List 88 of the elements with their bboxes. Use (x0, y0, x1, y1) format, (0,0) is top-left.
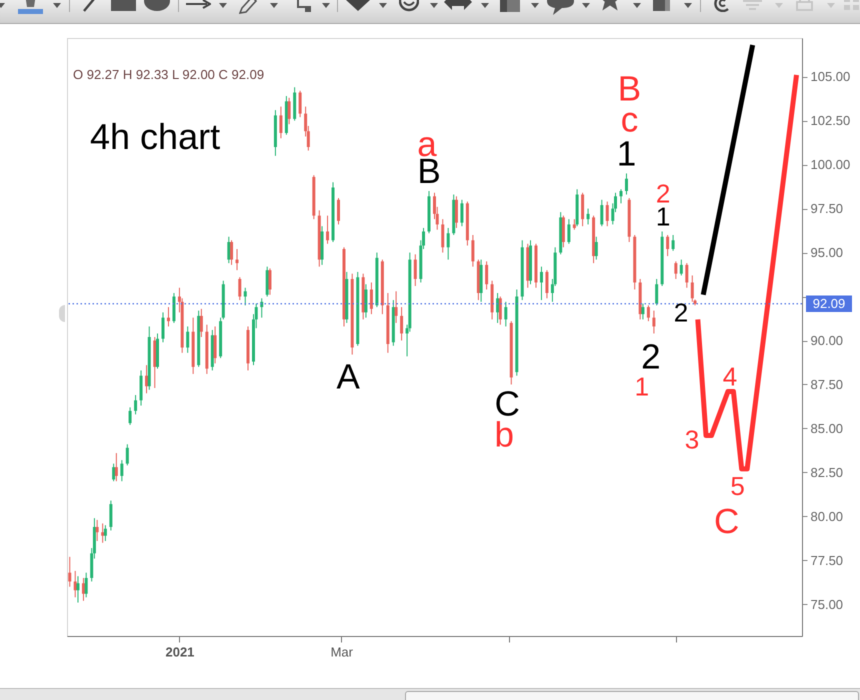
candlestick (567, 218, 570, 244)
candlestick (498, 296, 502, 326)
candlestick (288, 97, 291, 125)
y-tick-label: 102.50 (810, 113, 850, 128)
candlestick (337, 198, 340, 225)
candlestick (485, 260, 488, 290)
text: O 92.27 H 92.33 L 92.00 C 92.09 (73, 67, 264, 82)
candlestick (279, 106, 282, 139)
candlestick (672, 234, 675, 252)
candlestick (84, 572, 88, 598)
candlestick (441, 218, 444, 254)
y-tick-label: 82.50 (810, 464, 844, 480)
candlestick (646, 304, 650, 322)
candlestick (238, 276, 242, 301)
candlestick (298, 90, 302, 118)
annotation: 5 (730, 470, 745, 501)
candlestick (471, 234, 474, 268)
y-tick-label: 75.00 (810, 596, 844, 612)
annotation: 3 (684, 424, 700, 454)
candlestick (134, 394, 138, 415)
candlestick (230, 240, 234, 266)
candlestick (76, 576, 80, 604)
annotation: A (336, 358, 361, 397)
candlestick (600, 199, 604, 227)
text: 4h chart (90, 116, 220, 157)
candlestick (214, 326, 217, 364)
y-tick-label: 80.00 (810, 508, 844, 524)
x-tick-label: Mar (330, 644, 354, 660)
candlestick (200, 308, 203, 338)
candlestick (326, 215, 330, 244)
candlestick (104, 524, 107, 542)
candlestick (145, 364, 148, 394)
y-tick-label: 105.00 (810, 69, 850, 84)
candlestick (572, 218, 576, 230)
candlestick (268, 268, 272, 296)
candlestick (364, 284, 368, 318)
candlestick (652, 310, 656, 334)
candlestick (128, 406, 132, 426)
y-tick-label: 85.00 (810, 420, 844, 436)
candlestick (400, 306, 404, 342)
candlestick (109, 500, 112, 531)
candlestick (619, 188, 622, 204)
y-tick-label: 97.50 (810, 201, 844, 216)
y-tick-label: 77.50 (810, 552, 844, 568)
candlestick (496, 292, 500, 324)
candlestick (394, 290, 398, 324)
candlestick (680, 259, 683, 276)
candlestick (161, 312, 164, 343)
candlestick (624, 172, 628, 196)
candlestick (655, 278, 658, 306)
candlestick (74, 570, 77, 598)
candlestick (674, 260, 678, 280)
candlestick (666, 234, 670, 257)
y-tick-label: 87.50 (810, 376, 844, 392)
annotation: 2 (674, 297, 688, 328)
candlestick (545, 270, 548, 299)
candlestick (641, 303, 644, 320)
candlestick (690, 274, 694, 302)
candlestick (112, 463, 116, 482)
x-tick-label: 2021 (165, 644, 194, 660)
candlestick (244, 287, 247, 306)
candlestick (586, 208, 590, 225)
candlestick (370, 282, 373, 315)
candlestick (454, 196, 458, 228)
candlestick (414, 254, 417, 286)
ref-line-label: 92.09 (812, 296, 846, 311)
candlestick (594, 236, 598, 260)
y-tick-label: 100.00 (810, 157, 850, 172)
y-tick-label: 90.00 (810, 333, 844, 348)
candlestick (68, 556, 72, 588)
y-tick-label: 95.00 (810, 245, 844, 260)
candlestick (96, 519, 99, 542)
annotation: b (494, 415, 514, 454)
candlestick (114, 452, 118, 482)
candlestick (685, 262, 688, 288)
annotation: 4 (722, 362, 738, 392)
candlestick (166, 306, 170, 327)
candlestick (101, 522, 104, 544)
annotation: C (714, 502, 740, 541)
candlestick (606, 201, 609, 227)
candlestick (540, 266, 543, 301)
candlestick (460, 199, 464, 227)
candlestick (236, 248, 239, 271)
candlestick (120, 460, 124, 482)
candlestick (126, 444, 129, 466)
candlestick (186, 326, 190, 354)
candlestick (446, 227, 450, 260)
candlestick (504, 301, 508, 327)
